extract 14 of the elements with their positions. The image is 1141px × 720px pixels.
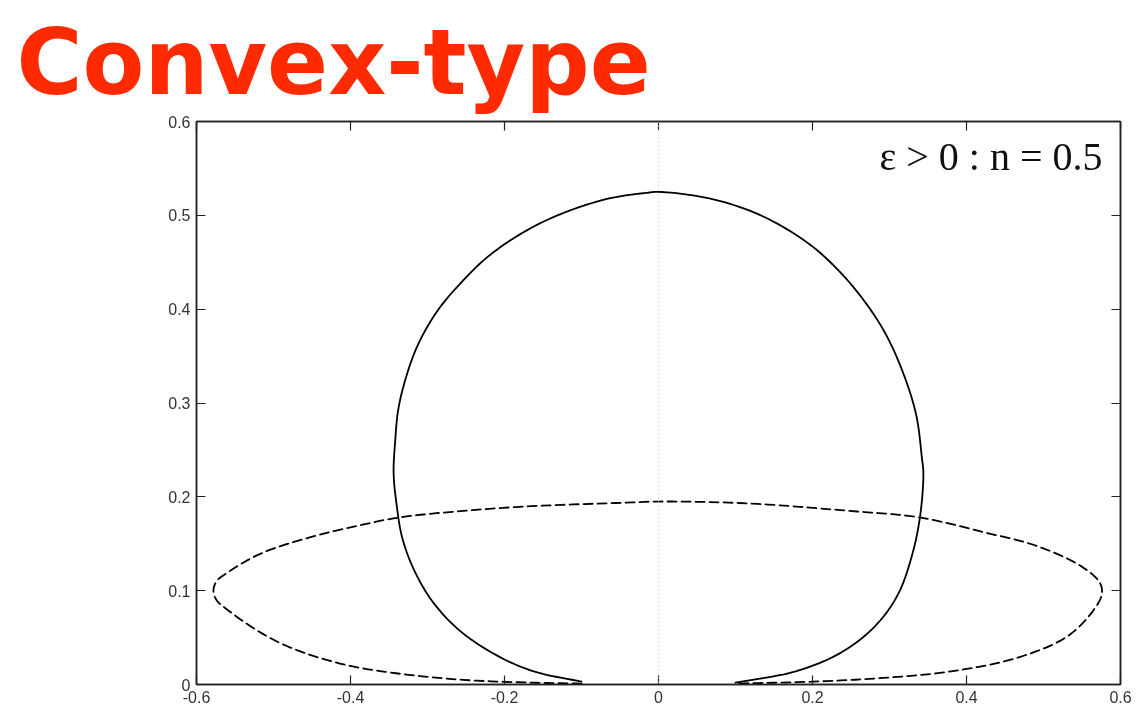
x-tick-label: 0.2: [801, 688, 824, 706]
y-tick-label: 0.6: [168, 113, 191, 131]
x-tick-label: -0.2: [490, 688, 519, 706]
y-tick-label: 0.4: [168, 301, 191, 319]
x-tick-label: -0.4: [336, 688, 365, 706]
x-tick-label: 0.4: [955, 688, 978, 706]
annotation: ε > 0 : n = 0.5: [879, 133, 1103, 179]
chart-title: Convex-type: [16, 9, 651, 115]
y-tick-label: 0.3: [168, 395, 191, 412]
x-tick-label: 0: [654, 688, 664, 706]
y-tick-label: 0.5: [168, 207, 191, 225]
x-tick-label: 0.6: [1109, 688, 1132, 706]
y-tick-label: 0.1: [168, 582, 191, 600]
y-tick-label: 0.2: [168, 488, 191, 506]
